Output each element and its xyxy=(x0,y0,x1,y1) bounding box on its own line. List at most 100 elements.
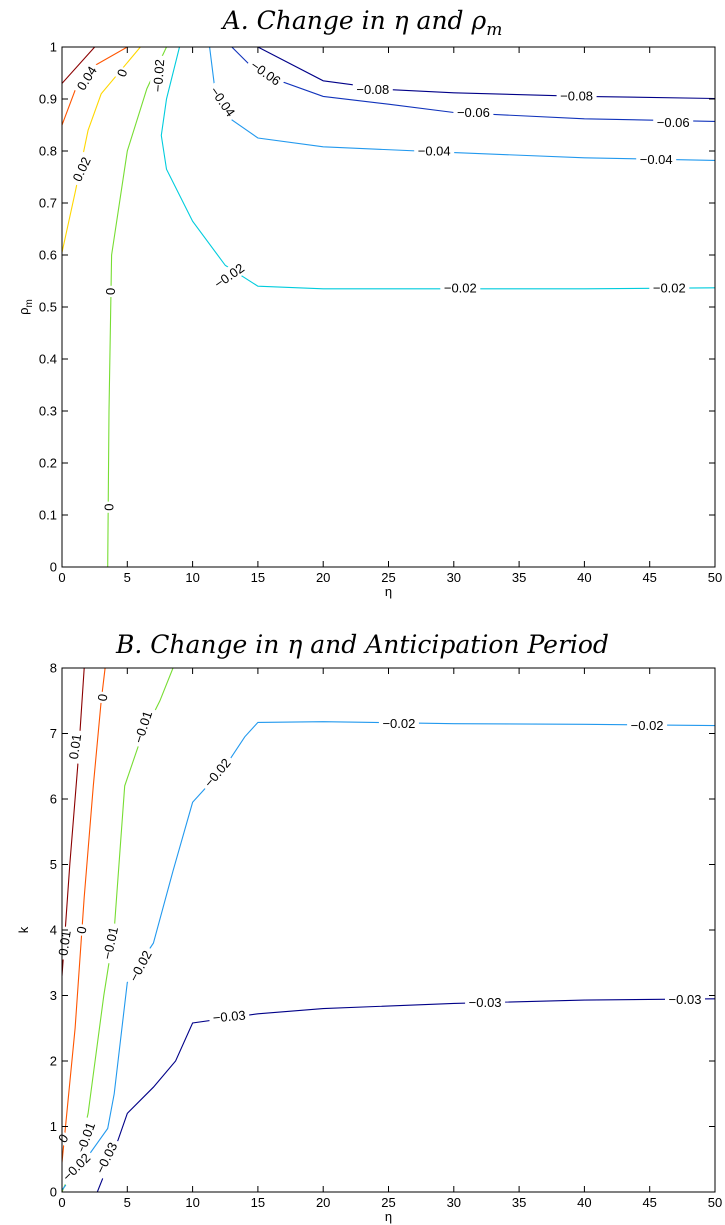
svg-text:0: 0 xyxy=(103,288,118,295)
chart-b-y-tick-label: 7 xyxy=(50,726,57,741)
chart-a-x-tick-label: 50 xyxy=(708,570,722,585)
svg-text:−0.02: −0.02 xyxy=(631,718,664,733)
chart-b-y-tick-label: 1 xyxy=(50,1119,57,1134)
svg-text:−0.04: −0.04 xyxy=(640,152,673,167)
chart-a-contour-label: 0 xyxy=(112,65,131,81)
chart-b-x-tick-label: 50 xyxy=(708,1195,722,1210)
chart-a-contour-label: −0.02 xyxy=(649,279,690,295)
chart-b-contour-label: −0.02 xyxy=(123,944,156,987)
chart-b-x-tick-label: 15 xyxy=(251,1195,265,1210)
svg-text:−0.06: −0.06 xyxy=(657,115,690,130)
chart-a-y-tick-label: 0.6 xyxy=(39,248,57,263)
chart-a-x-tick-label: 5 xyxy=(124,570,131,585)
svg-text:−0.01: −0.01 xyxy=(100,925,122,960)
chart-b-y-tick-label: 2 xyxy=(50,1054,57,1069)
svg-text:−0.03: −0.03 xyxy=(669,992,702,1007)
svg-text:−0.08: −0.08 xyxy=(560,88,593,103)
chart-b-x-tick-label: 10 xyxy=(185,1195,199,1210)
chart-a-contour-label: 0 xyxy=(102,285,118,297)
chart-b-contour-label: 0 xyxy=(93,690,111,705)
svg-text:0.01: 0.01 xyxy=(66,733,84,760)
chart-b-contour-line xyxy=(62,668,85,976)
svg-text:−0.02: −0.02 xyxy=(150,59,167,93)
svg-text:0: 0 xyxy=(102,504,117,511)
svg-text:−0.03: −0.03 xyxy=(92,1140,120,1176)
chart-a-y-tick-label: 0.3 xyxy=(39,404,57,419)
chart-b-contour-line xyxy=(96,998,715,1192)
chart-b-contour-line xyxy=(62,721,715,1191)
svg-text:−0.08: −0.08 xyxy=(356,82,389,97)
chart-a-x-tick-label: 20 xyxy=(316,570,330,585)
svg-text:−0.03: −0.03 xyxy=(212,1008,246,1026)
chart-a-x-tick-label: 45 xyxy=(642,570,656,585)
chart-a-x-tick-label: 25 xyxy=(381,570,395,585)
chart-b-y-tick-label: 6 xyxy=(50,792,57,807)
chart-a-y-tick-label: 0.2 xyxy=(39,456,57,471)
svg-text:−0.06: −0.06 xyxy=(457,105,490,120)
svg-text:0: 0 xyxy=(74,925,90,934)
svg-text:−0.01: −0.01 xyxy=(131,709,155,745)
chart-a-contour-label: −0.04 xyxy=(414,143,455,159)
chart-a-title: A. Change in η and ρm xyxy=(222,6,503,40)
chart-b-y-axis-label: k xyxy=(16,926,31,933)
chart-b-contour-label: 0.01 xyxy=(64,729,85,764)
chart-b-y-tick-label: 3 xyxy=(50,988,57,1003)
chart-b-x-tick-label: 25 xyxy=(381,1195,395,1210)
chart-a-y-tick-label: 0.8 xyxy=(39,144,57,159)
chart-b-y-tick-label: 5 xyxy=(50,857,57,872)
chart-b-contour-label: −0.02 xyxy=(627,717,668,733)
svg-text:0.01: 0.01 xyxy=(55,930,73,957)
chart-a-x-tick-label: 30 xyxy=(447,570,461,585)
chart-b-contour-label: −0.03 xyxy=(665,991,705,1007)
chart-b-contour-label: −0.02 xyxy=(198,752,236,793)
chart-a-x-tick-label: 15 xyxy=(251,570,265,585)
svg-text:−0.02: −0.02 xyxy=(444,280,477,295)
chart-a-contour-line xyxy=(62,47,141,253)
chart-b-x-tick-label: 5 xyxy=(124,1195,131,1210)
chart-a-y-tick-label: 0.1 xyxy=(39,508,57,523)
svg-text:0: 0 xyxy=(114,67,131,79)
chart-a-contour-line xyxy=(160,47,715,290)
chart-b-contour-label: 0 xyxy=(72,923,90,937)
chart-b-x-tick-label: 30 xyxy=(447,1195,461,1210)
chart-b-contour-label: −0.03 xyxy=(208,1006,250,1026)
chart-a-contour-label: −0.02 xyxy=(440,279,481,295)
chart-a-contour-label: −0.08 xyxy=(352,81,393,97)
chart-a-contour-line xyxy=(62,47,96,84)
chart-a-y-tick-label: 0.5 xyxy=(39,300,57,315)
chart-a-y-tick-label: 1 xyxy=(50,40,57,55)
chart-b-x-tick-label: 40 xyxy=(577,1195,591,1210)
svg-text:−0.02: −0.02 xyxy=(382,716,415,731)
chart-a-contour-label: −0.06 xyxy=(653,114,694,130)
svg-text:−0.02: −0.02 xyxy=(653,280,686,295)
chart-a-x-axis-label: η xyxy=(385,584,392,599)
chart-b-contour-label: 0 xyxy=(53,1129,73,1147)
svg-text:0: 0 xyxy=(95,693,111,702)
chart-b-x-tick-label: 20 xyxy=(316,1195,330,1210)
chart-a-y-tick-label: 0.9 xyxy=(39,92,57,107)
chart-a-contour-label: 0 xyxy=(101,501,117,513)
chart-b-x-axis-label: η xyxy=(385,1209,392,1224)
svg-text:−0.03: −0.03 xyxy=(469,995,502,1010)
svg-text:−0.02: −0.02 xyxy=(126,948,155,984)
chart-b-y-tick-label: 0 xyxy=(50,1185,57,1200)
chart-b-y-tick-label: 4 xyxy=(50,923,57,938)
chart-a-contour-line xyxy=(257,47,715,100)
chart-b-contour-label: −0.03 xyxy=(465,994,506,1010)
chart-a-contour-label: −0.06 xyxy=(453,104,494,120)
chart-a-x-tick-label: 35 xyxy=(512,570,526,585)
chart-b-x-tick-label: 0 xyxy=(58,1195,65,1210)
chart-b-title: B. Change in η and Anticipation Period xyxy=(116,630,609,659)
chart-b-contour-label: −0.01 xyxy=(98,921,122,965)
chart-a-y-tick-label: 0.4 xyxy=(39,352,57,367)
chart-b-contour-label: −0.01 xyxy=(129,705,156,749)
chart-a-y-tick-label: 0.7 xyxy=(39,196,57,211)
svg-text:k: k xyxy=(16,926,31,933)
chart-a-x-tick-label: 0 xyxy=(58,570,65,585)
chart-a-y-tick-label: 0 xyxy=(50,560,57,575)
chart-a-contour-label: −0.02 xyxy=(149,55,167,97)
chart-b-contour-label: −0.02 xyxy=(378,715,419,731)
chart-b-y-tick-label: 8 xyxy=(50,661,57,676)
